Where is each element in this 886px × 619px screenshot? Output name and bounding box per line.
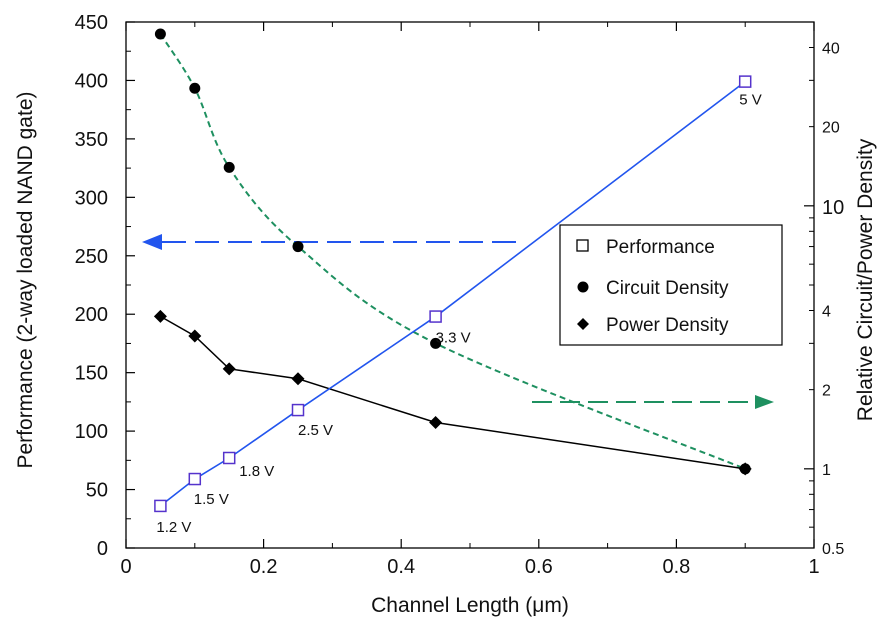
legend-marker-circuit-density (577, 281, 589, 293)
y-axis-title: Performance (2-way loaded NAND gate) (14, 92, 37, 469)
legend-label-power-density: Power Density (606, 315, 729, 336)
performance-voltage-label: 2.5 V (298, 422, 333, 439)
legend: Performance Circuit Density Power Densit… (559, 224, 783, 346)
performance-voltage-label: 1.5 V (194, 491, 229, 508)
x-tick-label: 0 (120, 556, 131, 578)
x-tick-label: 1 (808, 556, 819, 578)
arrow-density-head (755, 395, 774, 409)
performance-point (429, 310, 442, 323)
performance-voltage-label: 3.3 V (436, 330, 471, 347)
series-group (153, 28, 752, 513)
ticks: 0 0.2 0.4 0.6 0.8 105010015020025030035040045… (75, 12, 845, 578)
performance-voltage-label: 5 V (739, 92, 762, 109)
y-tick-label: 50 (86, 480, 108, 502)
y-tick-label: 150 (75, 363, 108, 385)
legend-marker-power-density (577, 318, 589, 330)
performance-point (291, 403, 305, 417)
performance-voltage-label: 1.2 V (156, 519, 191, 536)
y-tick-label: 350 (75, 129, 108, 151)
legend-box (559, 224, 783, 346)
power-density-line (160, 315, 746, 470)
circuit-density-point (189, 82, 201, 94)
y-tick-label: 200 (75, 304, 108, 326)
x-tick-label: 0.8 (662, 556, 690, 578)
legend-label-performance: Performance (606, 237, 715, 258)
x-tick-label: 0.2 (250, 556, 278, 578)
y-tick-label: 0 (97, 538, 108, 560)
y2-tick-label: 4 (822, 303, 831, 320)
y-tick-label: 250 (75, 246, 108, 268)
power-density-point (188, 329, 202, 343)
y2-tick-label: 40 (822, 40, 840, 57)
y2-tick-label: 0.5 (822, 541, 844, 558)
performance-point (154, 499, 167, 513)
circuit-density-point (154, 28, 166, 40)
point-labels: 1.2 V1.5 V 1.8 V 2.5 V 3.3 V 5 V (156, 92, 761, 536)
y-tick-label: 100 (75, 421, 108, 443)
y2-tick-label: 2 (822, 383, 831, 400)
x-axis-title: Channel Length (μm) (371, 594, 569, 617)
arrow-performance-head (142, 234, 162, 250)
performance-point (188, 472, 202, 486)
power-density-point (738, 462, 752, 476)
y2-tick-label: 10 (822, 197, 844, 219)
y-tick-label: 400 (75, 70, 108, 92)
y-tick-label: 450 (75, 12, 108, 34)
power-density-point (429, 416, 443, 430)
annotation-arrows (142, 234, 774, 409)
performance-point (738, 75, 752, 88)
y2-tick-label: 1 (822, 462, 831, 479)
legend-label-circuit-density: Circuit Density (606, 278, 729, 299)
y2-axis-title: Relative Circuit/Power Density (854, 138, 877, 421)
y2-tick-label: 20 (822, 120, 840, 137)
power-density-point (222, 362, 236, 376)
power-density-point (153, 309, 167, 323)
circuit-density-point (430, 337, 442, 349)
power-density-point (291, 372, 305, 386)
x-tick-label: 0.6 (525, 556, 553, 578)
legend-marker-performance (576, 239, 589, 252)
performance-point (222, 451, 236, 465)
y-tick-label: 300 (75, 187, 108, 209)
performance-voltage-label: 1.8 V (239, 463, 274, 480)
circuit-density-point (292, 241, 304, 253)
x-tick-label: 0.4 (387, 556, 415, 578)
circuit-density-point (223, 161, 235, 173)
